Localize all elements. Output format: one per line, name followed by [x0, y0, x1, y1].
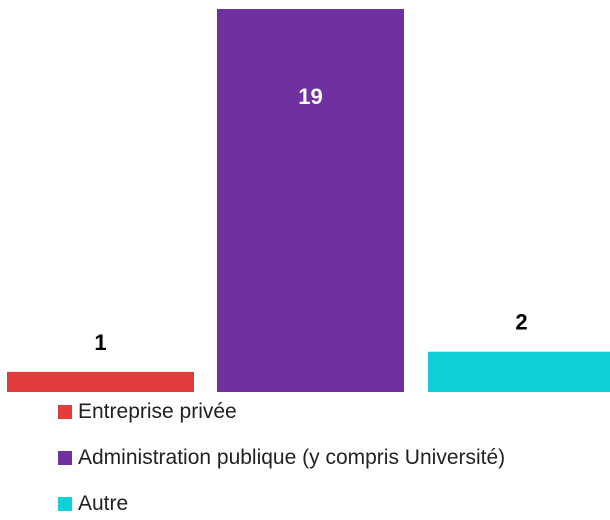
- legend-item-1: Entreprise privée: [58, 395, 598, 428]
- legend-label: Autre: [78, 491, 129, 515]
- legend-swatch: [58, 450, 72, 465]
- legend-label: Administration publique (y compris Unive…: [78, 445, 506, 469]
- legend-item-2: Administration publique (y compris Unive…: [58, 441, 598, 474]
- chart-legend: Entreprise privée Administration publique…: [58, 382, 598, 520]
- legend-swatch: [58, 404, 72, 419]
- data-label-3: 2: [515, 310, 527, 335]
- bar-3: [428, 351, 610, 392]
- data-label-2: 19: [298, 84, 322, 109]
- data-label-1: 1: [94, 330, 106, 355]
- legend-swatch: [58, 496, 72, 511]
- bar-2: [217, 9, 404, 392]
- legend-item-3: Autre: [58, 487, 598, 520]
- legend-label: Entreprise privée: [78, 399, 237, 423]
- bar-1: [7, 371, 194, 392]
- bar-chart: 1 19 2: [7, 9, 610, 392]
